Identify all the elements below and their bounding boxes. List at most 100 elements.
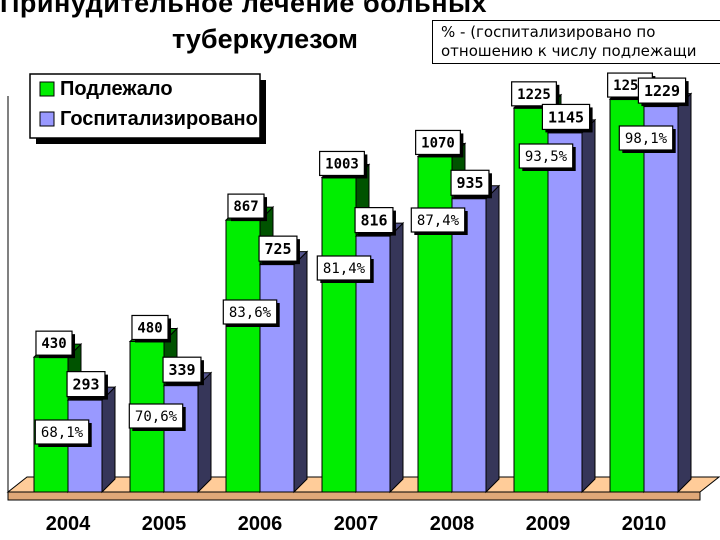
hospitalized-bar-side — [581, 118, 596, 494]
planned-value-label-3-box — [319, 150, 365, 177]
legend-label-0: Подлежало — [60, 78, 173, 100]
hospitalized-bar-1 — [162, 371, 213, 494]
percent-label-5-text: 93,5% — [525, 149, 568, 165]
percent-label-4: 87,4% — [410, 207, 468, 235]
legend-swatch-1 — [39, 111, 55, 127]
percent-label-3: 81,4% — [316, 255, 374, 283]
planned-value-label-2: 867 — [227, 193, 268, 222]
percent-label-4-box — [410, 207, 466, 233]
percent-label-1-box — [128, 403, 184, 429]
percent-label-6-text: 98,1% — [625, 131, 668, 147]
legend: Подлежало Госпитализировано — [29, 73, 266, 144]
hospitalized-value-label-0: 293 — [66, 371, 108, 400]
percent-label-5-box — [518, 143, 574, 169]
percent-label-6-box — [618, 125, 674, 151]
planned-bar-front — [609, 98, 645, 493]
planned-value-label-5-box — [511, 81, 557, 107]
hospitalized-value-label-5-box — [541, 103, 591, 131]
x-axis-tick-labels: 2004 2005 2006 2007 2008 2009 2010 — [46, 513, 667, 535]
x-tick-label-1: 2005 — [142, 513, 187, 535]
hospitalized-bar-5 — [546, 118, 597, 494]
hospitalized-bar-front — [643, 106, 679, 493]
legend-label-1: Госпитализировано — [60, 108, 258, 130]
planned-value-label-1-box — [131, 314, 169, 341]
planned-value-label-0-text: 430 — [41, 336, 66, 352]
hospitalized-bar-front — [163, 385, 199, 493]
hospitalized-value-label-6: 1229 — [637, 77, 689, 107]
hospitalized-value-label-4-box — [450, 169, 490, 196]
x-tick-label-6: 2010 — [622, 513, 667, 535]
percent-note-line-2: отношению к числу подлежащи — [441, 42, 697, 60]
hospitalized-value-label-4-text: 935 — [456, 174, 483, 192]
planned-value-label-3-text: 1003 — [325, 156, 359, 172]
hospitalized-value-label-4: 935 — [450, 169, 492, 199]
x-tick-label-3: 2007 — [334, 513, 379, 535]
hospitalized-bar-side — [197, 371, 212, 494]
planned-value-label-0-box — [35, 330, 73, 356]
legend-swatch-0 — [39, 81, 55, 97]
planned-value-label-0: 430 — [35, 330, 76, 359]
hospitalized-bar-side — [293, 250, 308, 494]
hospitalized-value-label-2-box — [258, 235, 298, 262]
hospitalized-value-label-0-box — [66, 371, 106, 398]
hospitalized-value-label-2: 725 — [258, 235, 300, 265]
planned-value-label-5-text: 1225 — [517, 87, 551, 103]
hospitalized-value-label-6-box — [637, 77, 687, 104]
planned-value-label-4: 1070 — [415, 129, 464, 158]
percent-label-0-box — [34, 419, 90, 445]
legend-box — [29, 73, 261, 139]
percent-label-2: 83,6% — [222, 299, 280, 327]
hospitalized-value-label-0-text: 293 — [72, 376, 99, 394]
planned-value-label-2-box — [227, 193, 265, 219]
planned-value-label-3: 1003 — [319, 150, 368, 179]
percent-note-line-1: % - (госпитализировано по — [441, 23, 656, 41]
hospitalized-bar-side — [389, 221, 404, 494]
planned-value-label-4-box — [415, 129, 461, 156]
hospitalized-bar-front — [259, 264, 295, 493]
hospitalized-bar-side — [485, 184, 500, 494]
x-tick-label-0: 2004 — [46, 513, 91, 535]
hospitalized-bar-front — [451, 198, 487, 493]
hospitalized-value-label-2-text: 725 — [264, 240, 291, 258]
planned-bar-front — [513, 107, 549, 493]
percent-label-5: 93,5% — [518, 143, 576, 171]
planned-bar-front — [225, 219, 261, 493]
hospitalized-value-label-5-text: 1145 — [548, 108, 584, 126]
percent-label-6: 98,1% — [618, 125, 676, 153]
planned-bar-front — [321, 176, 357, 493]
hospitalized-bar-6 — [642, 92, 693, 494]
hospitalized-value-label-1: 339 — [162, 356, 204, 386]
hospitalized-value-label-6-text: 1229 — [644, 82, 680, 100]
x-tick-label-5: 2009 — [526, 513, 571, 535]
chart-floor-front — [7, 491, 701, 501]
hospitalized-bar-front — [547, 132, 583, 493]
percent-label-3-text: 81,4% — [323, 261, 366, 277]
hospitalized-value-label-3-text: 816 — [360, 212, 387, 230]
planned-value-label-1-text: 480 — [137, 321, 162, 337]
planned-value-label-1: 480 — [131, 314, 172, 343]
percent-label-2-text: 83,6% — [229, 305, 272, 321]
planned-bar-front — [417, 155, 453, 493]
percent-label-0-text: 68,1% — [41, 425, 84, 441]
percent-label-0: 68,1% — [34, 419, 92, 447]
percent-note-box: % - (госпитализировано по отношению к чи… — [432, 20, 720, 64]
hospitalized-value-label-3: 816 — [354, 207, 396, 236]
chart-value-labels: 430 293 68,1% 480 339 70,6% 867 725 83,6% 1003 816… — [34, 72, 689, 447]
hospitalized-value-label-1-box — [162, 356, 202, 383]
hospitalized-value-label-3-box — [354, 207, 394, 234]
percent-label-1: 70,6% — [128, 403, 186, 431]
hospitalized-value-label-5: 1145 — [541, 103, 593, 133]
chart-legend: Подлежало Госпитализировано — [29, 73, 266, 144]
percent-label-4-text: 87,4% — [417, 213, 460, 229]
chart-title-line-1: Принудительное лечение больных — [0, 0, 488, 18]
percent-label-2-box — [222, 299, 278, 325]
hospitalized-bar-side — [677, 92, 692, 494]
x-tick-label-4: 2008 — [430, 513, 475, 535]
percent-label-1-text: 70,6% — [135, 409, 178, 425]
x-tick-label-2: 2006 — [238, 513, 283, 535]
planned-value-label-5: 1225 — [511, 81, 560, 109]
percent-label-3-box — [316, 255, 372, 281]
hospitalized-value-label-1-text: 339 — [168, 361, 195, 379]
hospitalized-bar-side — [101, 385, 116, 494]
